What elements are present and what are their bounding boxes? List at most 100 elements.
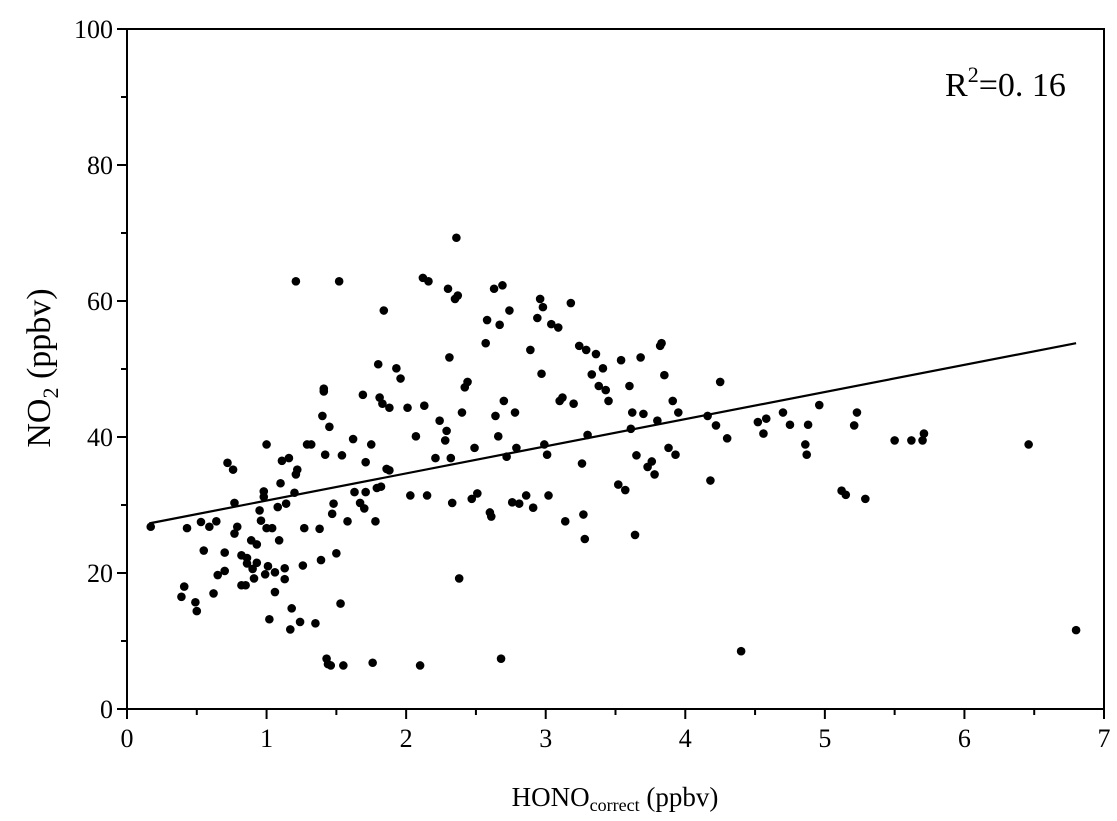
y-tick-label: 100	[74, 15, 113, 44]
data-point	[265, 614, 274, 624]
data-point	[601, 385, 611, 395]
data-point	[424, 276, 433, 286]
data-point	[499, 396, 509, 406]
data-point	[259, 487, 269, 496]
data-point	[359, 504, 369, 513]
data-point	[290, 488, 299, 498]
y-tick-label: 60	[87, 287, 113, 316]
data-point	[814, 400, 824, 410]
data-point	[674, 408, 683, 417]
data-point	[280, 563, 290, 573]
data-point	[546, 319, 556, 329]
data-point	[329, 499, 338, 508]
data-point	[507, 497, 517, 507]
data-point	[639, 409, 648, 419]
data-point	[598, 364, 608, 373]
data-point	[919, 429, 929, 438]
r-squared-annotation: R2=0. 16	[945, 62, 1066, 104]
data-point	[332, 548, 341, 558]
data-point	[566, 298, 576, 308]
data-point	[778, 408, 788, 417]
data-point	[385, 466, 394, 475]
data-point	[753, 417, 763, 427]
data-point	[348, 434, 358, 444]
data-point	[316, 555, 326, 565]
plot-frame	[126, 28, 1105, 710]
data-point	[467, 494, 477, 504]
data-point	[287, 604, 296, 613]
data-point	[337, 451, 347, 460]
data-point	[510, 408, 520, 417]
data-point	[495, 320, 504, 330]
data-point	[907, 436, 916, 445]
data-point	[292, 465, 302, 474]
data-point	[544, 491, 553, 500]
data-point	[182, 523, 192, 533]
data-point	[445, 353, 454, 362]
data-point	[415, 661, 425, 670]
data-point	[256, 516, 266, 525]
data-point	[339, 661, 348, 670]
data-point	[443, 284, 453, 294]
data-point	[1071, 625, 1081, 635]
data-point	[533, 313, 542, 323]
data-point	[526, 345, 535, 355]
data-point	[177, 592, 186, 602]
data-point	[736, 646, 746, 656]
data-point	[295, 617, 305, 627]
data-point	[650, 470, 659, 479]
x-tick-label: 3	[539, 724, 552, 753]
data-point	[626, 424, 636, 434]
data-point	[653, 416, 662, 425]
x-tick-label: 6	[958, 724, 971, 753]
y-axis-title-unit: (ppbv)	[21, 288, 58, 387]
data-point	[431, 453, 440, 463]
data-point	[263, 561, 273, 571]
data-point	[580, 534, 590, 544]
y-tick-label: 0	[100, 695, 113, 724]
x-tick-label: 4	[679, 724, 692, 753]
data-point	[890, 436, 899, 445]
data-point	[274, 536, 284, 545]
data-point	[262, 440, 271, 449]
data-point	[242, 553, 252, 563]
data-point	[632, 451, 641, 460]
data-point	[505, 306, 514, 315]
data-point	[220, 548, 229, 557]
data-point	[320, 450, 330, 459]
data-point	[285, 625, 295, 634]
data-point	[379, 306, 389, 315]
data-point	[583, 430, 592, 440]
data-point	[627, 408, 637, 417]
data-point	[514, 499, 524, 508]
data-point	[802, 450, 812, 459]
data-point	[440, 436, 450, 445]
data-point	[368, 658, 377, 668]
data-point	[591, 349, 601, 359]
data-point	[373, 359, 383, 369]
data-point	[192, 606, 202, 616]
data-point	[861, 494, 870, 504]
annotation-superscript: 2	[968, 62, 979, 87]
data-point	[463, 377, 472, 387]
data-point	[454, 574, 464, 583]
data-point	[587, 370, 597, 379]
data-point	[361, 457, 370, 467]
data-point	[241, 580, 250, 590]
data-point	[457, 408, 467, 417]
data-point	[248, 564, 257, 574]
data-point	[291, 276, 301, 286]
axis-ticks	[117, 28, 1105, 719]
data-point	[579, 510, 588, 519]
data-point	[594, 381, 604, 391]
y-tick-labels: 0 20 40 60 80 100	[74, 15, 113, 724]
data-point	[411, 432, 421, 441]
regression-line	[149, 342, 1077, 525]
y-tick-label: 80	[87, 151, 113, 180]
data-point	[553, 323, 563, 332]
data-point	[366, 440, 376, 449]
data-point	[711, 421, 721, 430]
data-point	[260, 570, 270, 579]
data-point	[447, 498, 457, 508]
data-point	[470, 443, 479, 453]
